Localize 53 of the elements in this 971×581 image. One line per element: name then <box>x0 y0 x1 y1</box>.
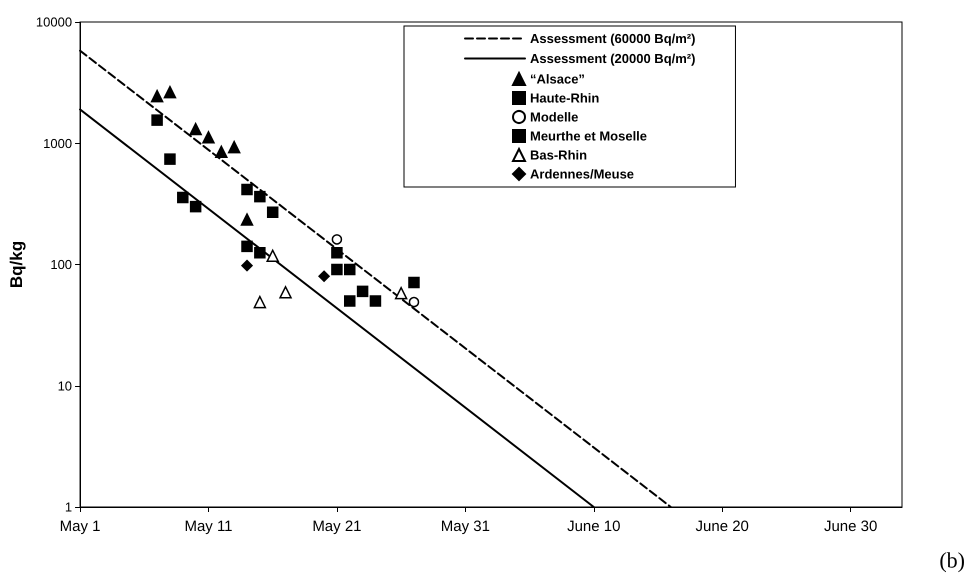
point <box>408 296 420 308</box>
point <box>177 192 189 204</box>
y-tick-label: 1000 <box>43 136 72 151</box>
legend-label: Bas-Rhin <box>530 148 588 162</box>
point <box>254 247 266 258</box>
legend-label: Assessment (20000 Bq/m²) <box>530 51 696 66</box>
point <box>164 86 176 98</box>
point <box>394 286 408 300</box>
text: (b) <box>939 548 966 572</box>
x-tick-label: May 1 <box>60 518 100 535</box>
point <box>356 286 368 298</box>
y-tick-label: 1 <box>64 500 72 514</box>
point <box>344 264 356 276</box>
point <box>228 140 240 154</box>
x-tick-label: May 21 <box>312 518 362 535</box>
x-tick-label: June 30 <box>824 518 878 535</box>
y-axis-title: Bq/kg <box>7 240 26 288</box>
point <box>331 247 343 258</box>
point <box>241 260 253 272</box>
point <box>266 250 279 262</box>
legend-label: “Alsace” <box>530 72 585 86</box>
point <box>370 295 382 307</box>
point <box>151 114 163 126</box>
point <box>279 286 292 299</box>
point <box>331 264 343 276</box>
point <box>164 153 176 165</box>
point <box>254 296 266 308</box>
point <box>241 184 253 196</box>
legend-label: Assessment (60000 Bq/m²) <box>530 31 696 46</box>
y-tick-label: 10 <box>58 378 72 394</box>
point <box>189 122 202 136</box>
point <box>202 131 215 144</box>
legend-label: Haute-Rhin <box>530 90 600 106</box>
y-tick-label: 100 <box>50 257 72 272</box>
x-tick-label: June 10 <box>567 518 620 535</box>
point <box>344 295 356 307</box>
point <box>240 213 254 226</box>
x-tick-label: May 31 <box>440 518 490 535</box>
point <box>318 270 330 282</box>
point <box>215 146 228 158</box>
x-tick-label: May 11 <box>184 518 233 535</box>
legend-label: Modelle <box>530 110 578 124</box>
point <box>266 206 278 218</box>
point <box>254 190 266 202</box>
legend-label: Ardennes/Meuse <box>530 166 634 182</box>
x-tick-label: June 20 <box>696 518 749 535</box>
point <box>241 240 253 252</box>
point <box>190 200 202 212</box>
point <box>150 90 164 102</box>
point <box>408 276 420 288</box>
point <box>332 234 342 245</box>
y-tick-label: 10000 <box>36 14 72 30</box>
legend-label: Meurthe et Moselle <box>530 128 648 144</box>
